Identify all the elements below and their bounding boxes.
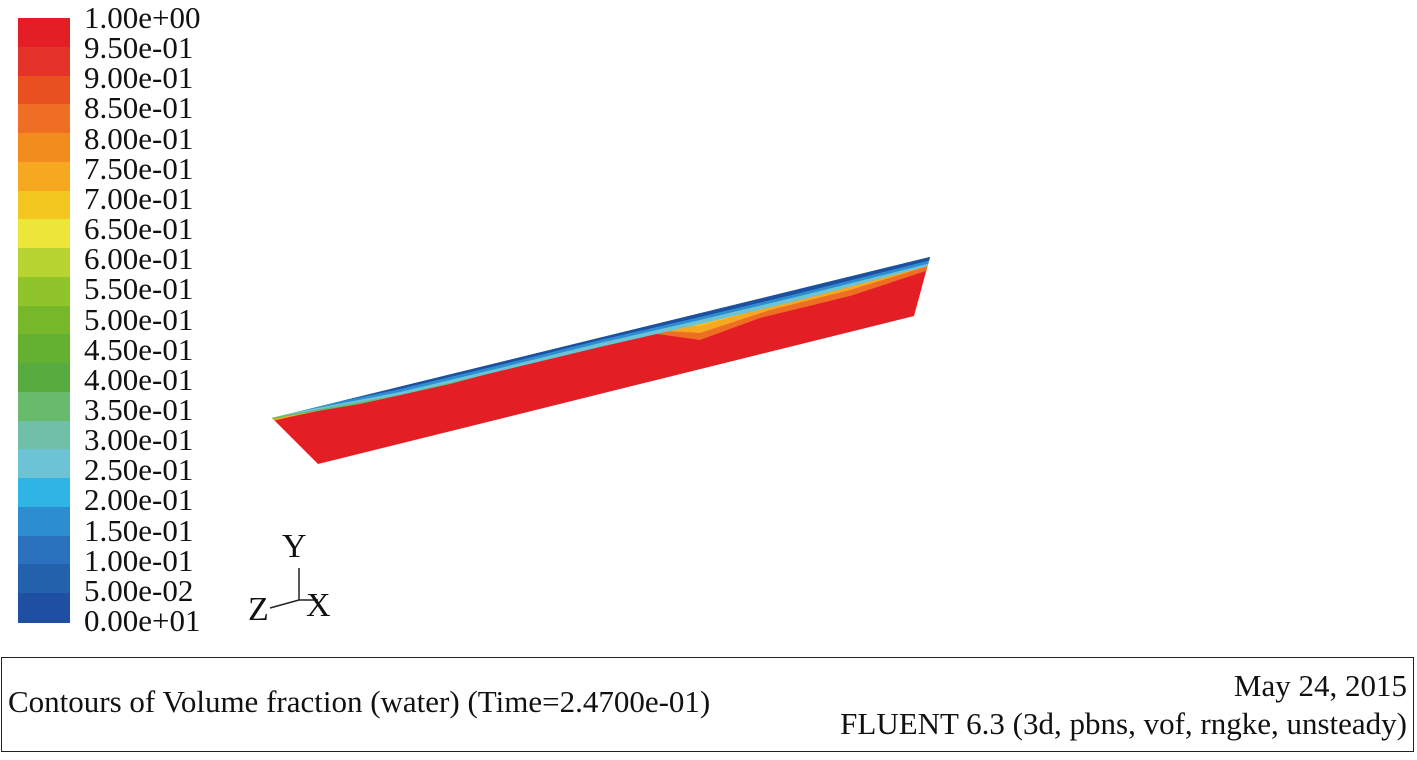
- legend-label: 9.00e-01: [84, 60, 194, 96]
- legend-swatch: [18, 363, 70, 393]
- legend-swatch: [18, 506, 70, 537]
- legend-label: 1.00e+00: [84, 0, 201, 35]
- plot-date: May 24, 2015: [1233, 668, 1407, 703]
- legend-label: 5.00e-01: [84, 301, 194, 337]
- z-axis-line: [269, 599, 300, 609]
- legend-label: 5.50e-01: [84, 271, 194, 307]
- legend-label: 8.50e-01: [84, 90, 194, 126]
- contour-plot: [272, 257, 930, 464]
- legend-swatch: [18, 46, 70, 77]
- legend-label: 2.00e-01: [84, 482, 194, 518]
- axis-triad-lines: [269, 568, 318, 609]
- legend-label: 6.50e-01: [84, 211, 194, 247]
- legend-swatch: [18, 449, 70, 479]
- legend-swatch: [18, 478, 70, 508]
- axis-triad: Y Z X: [240, 520, 350, 640]
- legend-label: 7.00e-01: [84, 180, 194, 216]
- legend-label: 2.50e-01: [84, 452, 194, 488]
- legend-swatch: [18, 564, 70, 594]
- volume-fraction-contours: [272, 257, 930, 464]
- legend-swatch: [18, 305, 70, 335]
- legend-swatch: [18, 420, 70, 451]
- legend-swatch: [18, 133, 70, 163]
- legend-label: 6.00e-01: [84, 241, 194, 277]
- legend-swatch: [18, 535, 70, 566]
- legend-swatch: [18, 190, 70, 220]
- legend-swatch: [18, 276, 70, 307]
- legend-swatch: [18, 593, 70, 623]
- color-legend-labels: 1.00e+00 9.50e-01 9.00e-01 8.50e-01 8.00e-01…: [84, 2, 244, 642]
- legend-label: 3.00e-01: [84, 422, 194, 458]
- legend-label: 1.50e-01: [84, 512, 194, 548]
- solver-info: FLUENT 6.3 (3d, pbns, vof, rngke, unstea…: [840, 706, 1407, 741]
- color-legend-bar: [18, 18, 70, 623]
- info-footer: Contours of Volume fraction (water) (Tim…: [1, 657, 1414, 752]
- z-axis-label: Z: [248, 591, 269, 628]
- x-axis-label: X: [306, 587, 331, 624]
- legend-label: 3.50e-01: [84, 391, 194, 427]
- legend-swatch: [18, 248, 70, 278]
- legend-label: 0.00e+01: [84, 603, 201, 638]
- contour-band-water: [272, 257, 930, 464]
- legend-swatch: [18, 18, 70, 48]
- plot-caption: Contours of Volume fraction (water) (Tim…: [8, 684, 711, 719]
- legend-swatch: [18, 75, 70, 105]
- legend-swatch: [18, 104, 70, 134]
- legend-swatch: [18, 391, 70, 422]
- legend-label: 1.00e-01: [84, 542, 194, 578]
- legend-label: 4.00e-01: [84, 361, 194, 397]
- legend-swatch: [18, 219, 70, 249]
- legend-label: 8.00e-01: [84, 120, 194, 156]
- legend-label: 9.50e-01: [84, 30, 194, 66]
- legend-label: 7.50e-01: [84, 150, 194, 186]
- legend-swatch: [18, 161, 70, 192]
- legend-label: 5.00e-02: [84, 572, 194, 608]
- legend-label: 4.50e-01: [84, 331, 194, 367]
- y-axis-label: Y: [282, 528, 307, 565]
- legend-swatch: [18, 334, 70, 364]
